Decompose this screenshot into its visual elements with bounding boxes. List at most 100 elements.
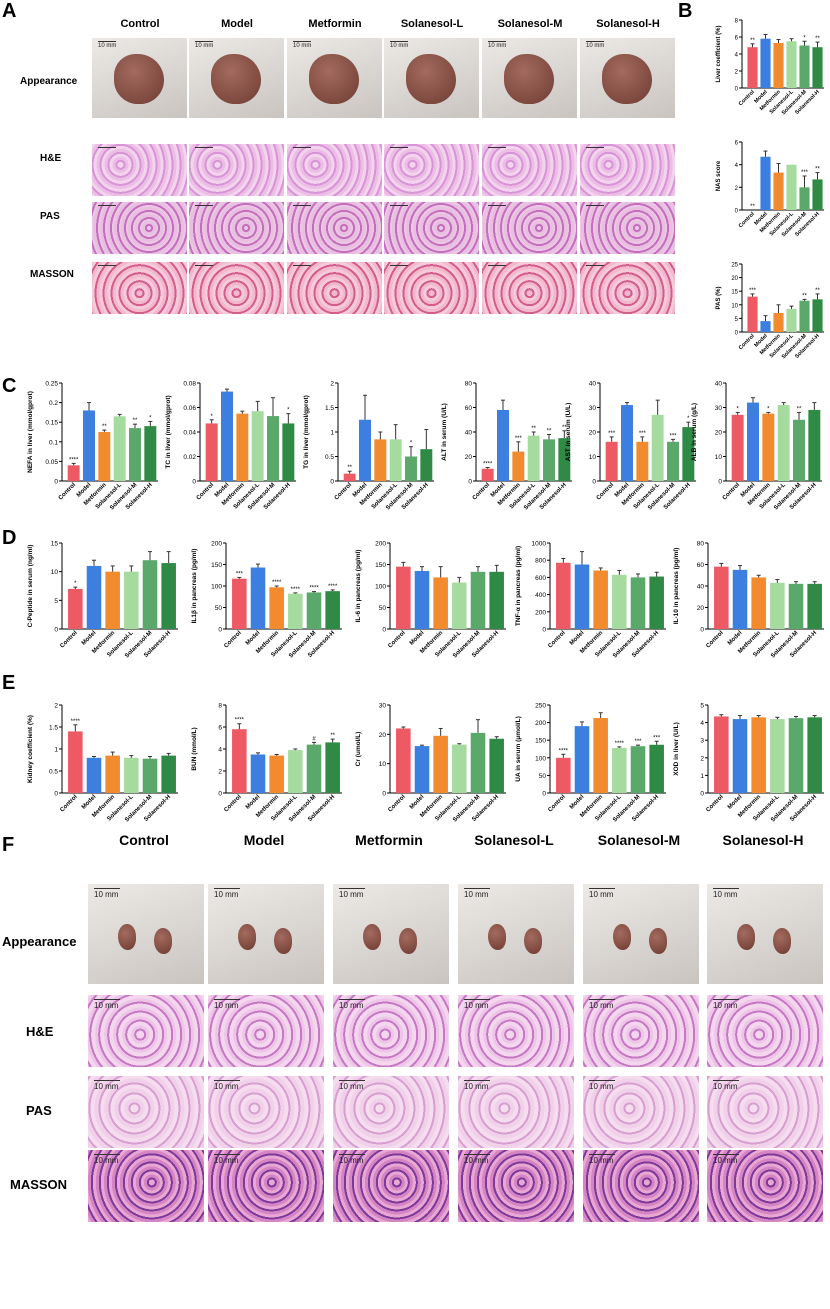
y-tick-label: 4 <box>218 747 222 754</box>
liver-pas-image-0: 10 mm <box>92 202 187 254</box>
kidney-photo-image-0: 10 mm <box>88 884 204 984</box>
bar-solanesol-l <box>288 593 303 629</box>
kidney-photo-image-3: 10 mm <box>458 884 574 984</box>
bar-metformin <box>105 755 120 793</box>
scale-bar: 10 mm <box>488 205 506 213</box>
y-tick-label: 200 <box>375 541 386 548</box>
y-axis-label: Cr (umol/L) <box>355 732 362 767</box>
scale-bar: 10 mm <box>293 43 312 49</box>
x-tick-label: Control <box>59 794 79 814</box>
significance-mark: **** <box>235 718 245 724</box>
bar-metformin <box>105 571 120 629</box>
y-tick-label: 0.25 <box>45 381 58 388</box>
y-axis-label: ALB in serum (g/L) <box>691 403 698 461</box>
significance-mark: **** <box>71 719 81 725</box>
y-tick-label: 2 <box>700 755 704 762</box>
liver-organ <box>602 54 652 104</box>
bar-metformin <box>593 718 608 793</box>
y-tick-label: 10 <box>715 454 723 461</box>
column-header-4: Solanesol-M <box>497 18 563 30</box>
y-tick-label: 0 <box>54 791 58 798</box>
y-axis-label: NEFA in liver (mmol/gprot) <box>27 391 34 473</box>
y-tick-label: 10 <box>589 454 597 461</box>
liver-organ <box>114 54 164 104</box>
y-tick-label: 1 <box>330 430 334 437</box>
liver-photo-image-2: 10 mm <box>287 38 382 118</box>
y-tick-label: 150 <box>211 562 222 569</box>
bar-control <box>232 729 247 793</box>
kidney-pasK-image-0: 10 mm <box>88 1076 204 1148</box>
significance-mark: ** <box>815 36 820 42</box>
kidney-column-header-1: Model <box>243 832 285 848</box>
bar-control <box>605 441 618 481</box>
kidney-right <box>154 928 172 954</box>
y-tick-label: 0.05 <box>45 459 58 466</box>
liver-masson-image-0: 10 mm <box>92 262 187 314</box>
y-tick-label: 0.5 <box>49 769 58 776</box>
bar-control <box>731 414 744 481</box>
bar-solanesol-h <box>807 717 822 793</box>
kidney-pasK-image-3: 10 mm <box>458 1076 574 1148</box>
bar-solanesol-h <box>420 449 433 481</box>
liver-organ <box>309 54 359 104</box>
y-tick-label: 0.15 <box>45 420 58 427</box>
row-label-2: PAS <box>40 211 60 222</box>
kidney-column-header-4: Solanesol-M <box>597 832 681 848</box>
kidney-pasK-image-2: 10 mm <box>333 1076 449 1148</box>
y-axis-label: C-Peptide in serum (ng/ml) <box>27 545 34 628</box>
y-tick-label: 60 <box>465 405 473 412</box>
y-tick-label: 200 <box>535 609 546 616</box>
bar-solanesol-h <box>325 591 340 629</box>
x-tick-label: Model <box>409 630 426 647</box>
bar-model <box>732 719 748 793</box>
y-tick-label: 10 <box>379 761 387 768</box>
scale-bar: 10 mm <box>214 890 239 899</box>
bar-solanesol-l <box>786 41 797 88</box>
bar-solanesol-l <box>527 435 540 481</box>
y-tick-label: 0 <box>718 479 722 486</box>
kidney-massonK-image-1: 10 mm <box>208 1150 324 1222</box>
bar-solanesol-m <box>405 456 417 481</box>
y-tick-label: 600 <box>535 575 546 582</box>
kidney-massonK-image-0: 10 mm <box>88 1150 204 1222</box>
significance-mark: *** <box>515 436 523 442</box>
bar-solanesol-l <box>612 574 627 629</box>
scale-bar: 10 mm <box>390 205 408 213</box>
y-tick-label: 1 <box>54 747 58 754</box>
bar-model <box>250 754 266 793</box>
significance-mark: *** <box>749 288 757 294</box>
bar-control <box>556 562 571 629</box>
kidney-right <box>274 928 292 954</box>
x-tick-label: Model <box>81 794 98 811</box>
bar-metformin <box>593 570 608 629</box>
y-tick-label: 30 <box>715 405 723 412</box>
y-tick-label: 5 <box>700 703 704 710</box>
y-axis-label: NAS score <box>716 160 722 191</box>
y-tick-label: 0 <box>735 87 739 93</box>
scale-bar: 10 mm <box>589 890 614 899</box>
bar-solanesol-h <box>808 409 821 481</box>
bar-model <box>359 419 371 481</box>
x-tick-label: Control <box>223 794 243 814</box>
bar-solanesol-m <box>470 732 486 793</box>
bar-solanesol-h <box>812 47 823 88</box>
bar-solanesol-m <box>142 758 158 793</box>
scale-bar: 10 mm <box>94 890 119 899</box>
bar-model <box>621 405 633 481</box>
x-tick-label: Control <box>196 482 216 502</box>
x-tick-label: Model <box>81 630 98 647</box>
y-tick-label: 5 <box>54 598 58 605</box>
kidney-heK-image-0: 10 mm <box>88 995 204 1067</box>
y-tick-label: 10 <box>731 303 738 309</box>
significance-mark: ** <box>562 425 567 431</box>
significance-mark: ** <box>102 424 107 430</box>
y-axis-label: Kidney coefficient (%) <box>27 715 34 783</box>
bar-control <box>67 465 80 481</box>
y-tick-label: 4 <box>735 163 739 169</box>
bar-solanesol-l <box>452 744 467 793</box>
y-tick-label: 1000 <box>532 541 547 548</box>
scale-bar: 10 mm <box>390 265 408 273</box>
y-tick-label: 200 <box>211 541 222 548</box>
y-axis-label: ALT in serum (U/L) <box>441 403 448 461</box>
